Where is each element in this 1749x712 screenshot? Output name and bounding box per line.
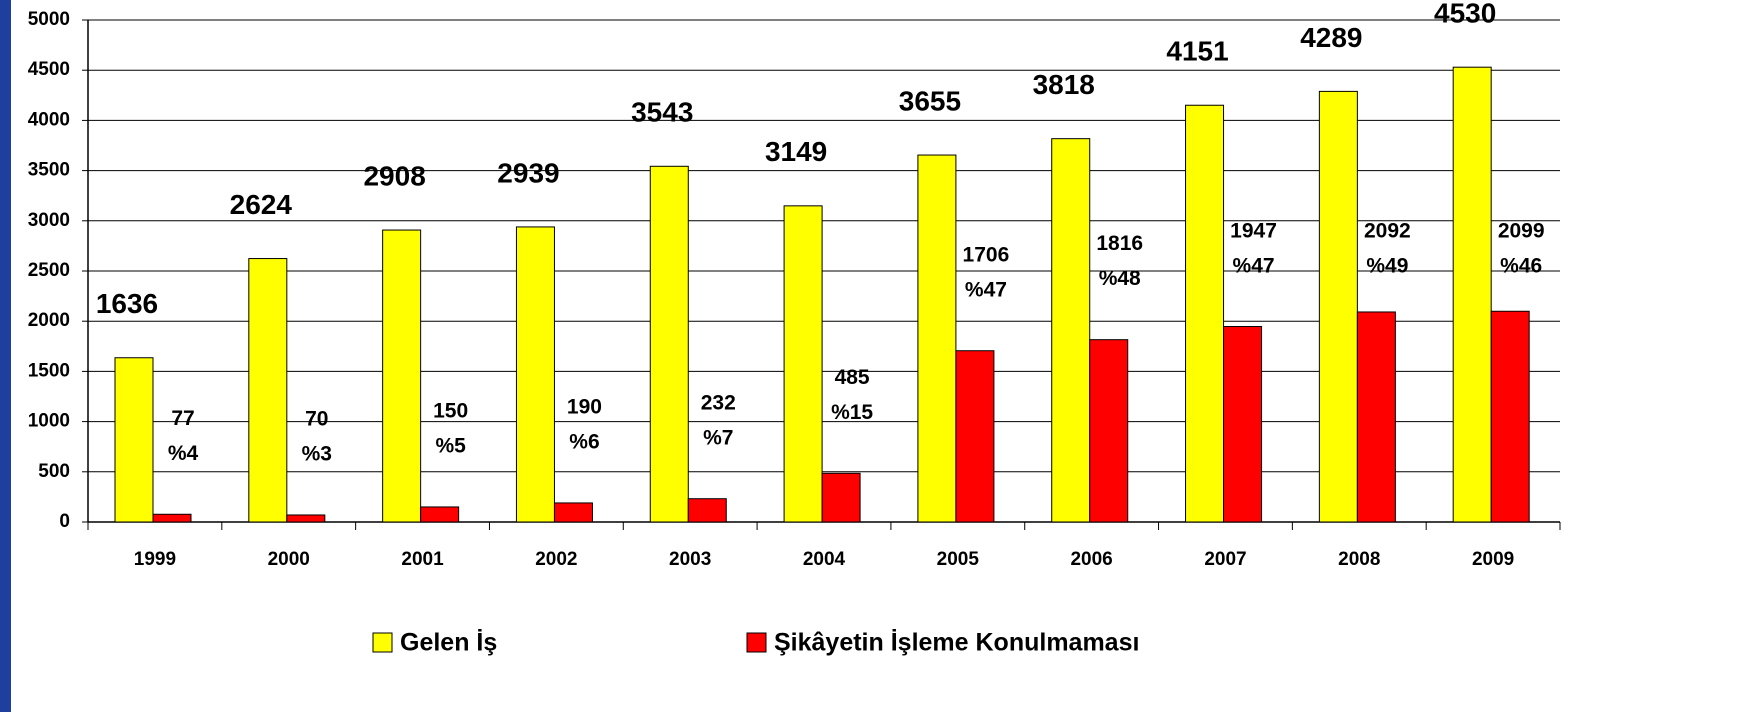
y-tick-label: 3500 <box>28 160 70 181</box>
y-tick-label: 2000 <box>28 310 70 331</box>
bar <box>152 513 192 523</box>
x-tick-label: 2006 <box>1070 549 1112 570</box>
value-label: 1947 <box>1230 220 1277 243</box>
value-label: 3655 <box>899 85 961 116</box>
y-tick-label: 4000 <box>28 109 70 130</box>
bar <box>649 165 689 523</box>
value-label: 232 <box>701 391 736 414</box>
value-label: 3543 <box>631 97 693 128</box>
share-label: %4 <box>168 442 199 465</box>
x-tick-label: 2005 <box>937 549 980 570</box>
value-label: 485 <box>835 366 870 389</box>
y-tick-label: 500 <box>38 461 70 482</box>
y-tick-label: 4500 <box>28 59 70 80</box>
value-label: 2939 <box>497 157 559 188</box>
value-label: 2092 <box>1364 220 1411 243</box>
x-tick-label: 2001 <box>401 549 444 570</box>
legend-label: Gelen İş <box>400 629 497 657</box>
share-label: %47 <box>1233 255 1275 278</box>
bar <box>1185 104 1225 523</box>
legend-label: Şikâyetin İşleme Konulmaması <box>774 629 1139 657</box>
bar <box>553 502 593 523</box>
share-label: %47 <box>965 278 1007 301</box>
value-label: 2908 <box>363 160 425 191</box>
bar <box>1051 138 1091 523</box>
x-tick-label: 2007 <box>1204 549 1246 570</box>
x-tick-label: 1999 <box>134 549 176 570</box>
y-tick-label: 1000 <box>28 411 70 432</box>
y-tick-label: 0 <box>59 511 70 532</box>
value-label: 1706 <box>963 243 1010 266</box>
y-tick-label: 3000 <box>28 210 70 231</box>
y-tick-label: 1500 <box>28 360 70 381</box>
value-label: 1816 <box>1096 232 1143 255</box>
bar <box>955 350 995 523</box>
share-label: %48 <box>1099 267 1141 290</box>
value-label: 77 <box>171 407 194 430</box>
bar <box>821 472 861 523</box>
share-label: %3 <box>302 443 332 466</box>
y-tick-label: 5000 <box>28 9 70 30</box>
side-stripe <box>0 0 11 712</box>
value-label: 190 <box>567 395 602 418</box>
value-label: 3818 <box>1033 69 1095 100</box>
value-label: 1636 <box>96 288 158 319</box>
value-label: 4151 <box>1166 36 1228 67</box>
x-tick-label: 2009 <box>1472 549 1514 570</box>
y-tick-label: 2500 <box>28 260 70 281</box>
value-label: 3149 <box>765 136 827 167</box>
bar <box>515 226 555 523</box>
legend-swatch <box>372 632 393 653</box>
legend-swatch <box>746 632 767 653</box>
share-label: %46 <box>1500 255 1542 278</box>
bar <box>687 498 727 523</box>
share-label: %15 <box>831 401 873 424</box>
value-label: 4289 <box>1300 22 1362 53</box>
bar <box>286 514 326 523</box>
value-label: 70 <box>305 408 328 431</box>
share-label: %5 <box>435 434 466 457</box>
value-label: 150 <box>433 399 468 422</box>
bar <box>248 258 288 523</box>
bar <box>114 357 154 523</box>
share-label: %6 <box>569 430 599 453</box>
bar <box>1356 311 1396 523</box>
bar <box>1490 310 1530 523</box>
bar <box>1318 90 1358 523</box>
bar <box>420 506 460 523</box>
value-label: 2624 <box>230 189 293 220</box>
value-label: 2099 <box>1498 220 1545 243</box>
bar <box>917 154 957 523</box>
x-tick-label: 2008 <box>1338 549 1380 570</box>
bar <box>382 229 422 523</box>
bar <box>1089 339 1129 523</box>
value-label: 4530 <box>1434 0 1496 29</box>
x-tick-label: 2000 <box>268 549 310 570</box>
bar <box>1223 326 1263 523</box>
bar <box>1452 66 1492 523</box>
share-label: %49 <box>1366 255 1408 278</box>
x-tick-label: 2003 <box>669 549 711 570</box>
x-tick-label: 2004 <box>803 549 846 570</box>
x-tick-label: 2002 <box>535 549 577 570</box>
share-label: %7 <box>703 426 733 449</box>
bar <box>783 205 823 523</box>
